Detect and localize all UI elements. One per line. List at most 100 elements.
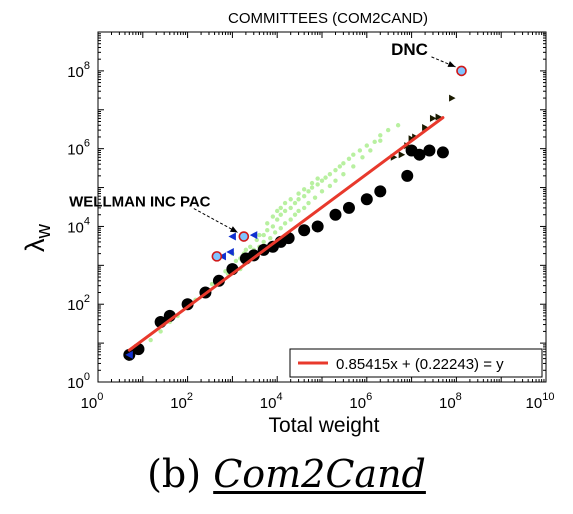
blue-triangle-point (249, 231, 258, 240)
blue-triangle-point (218, 252, 226, 261)
x-tick-label: 102 (170, 391, 193, 412)
x-tick-label: 104 (260, 391, 283, 412)
green-point (272, 230, 278, 235)
green-point (275, 217, 280, 222)
green-point (301, 187, 307, 192)
green-point (233, 258, 239, 264)
fit-line (127, 116, 445, 352)
x-tick-label: 108 (439, 391, 462, 412)
green-point (278, 212, 283, 217)
triangle-point (449, 94, 456, 102)
green-point (265, 228, 270, 233)
green-point (296, 208, 301, 214)
black-point (212, 274, 225, 287)
green-point (270, 214, 276, 219)
triangle-point (429, 114, 437, 122)
plot-area: 100 102 104 106 108 1010 100 102 104 106 108 DNC WEL… (67, 31, 555, 412)
green-point (341, 161, 346, 166)
black-point (374, 185, 387, 198)
x-axis-label: Total weight (269, 414, 380, 437)
green-point (319, 178, 325, 183)
x-tick-label: 1010 (526, 391, 555, 412)
x-tick-label: 106 (349, 391, 372, 412)
green-point (288, 197, 293, 202)
figure-caption: (b) Com2Cand (0, 452, 573, 496)
legend-box (289, 348, 543, 378)
caption-name: Com2Cand (213, 452, 426, 496)
green-point (288, 217, 293, 222)
green-point (148, 337, 153, 343)
green-point (301, 193, 307, 199)
y-tick-label: 102 (67, 293, 90, 314)
green-point (372, 139, 377, 145)
green-point (346, 156, 352, 161)
blue-triangle-point (125, 350, 133, 359)
black-point (342, 201, 355, 214)
green-point (278, 205, 283, 211)
triangle-point (435, 113, 443, 121)
green-point (333, 178, 338, 183)
green-point (306, 200, 311, 206)
black-point (181, 298, 194, 311)
annotation-arrowhead (229, 226, 238, 233)
x-tick-label: 100 (81, 391, 104, 412)
triangle-point (422, 124, 429, 132)
y-tick-label: 100 (67, 371, 90, 392)
green-point (312, 195, 318, 200)
green-point (395, 123, 401, 128)
blue-triangle-point (228, 232, 236, 241)
green-point (357, 148, 363, 153)
chart-title: COMMITTEES (COM2CAND) (228, 10, 428, 27)
green-point (327, 172, 333, 177)
highlight-point (456, 65, 467, 77)
black-point (423, 144, 436, 157)
green-point (296, 191, 301, 196)
green-point (282, 200, 288, 206)
black-point (311, 220, 324, 233)
green-point (309, 185, 315, 190)
annotation-arrowhead (447, 61, 456, 67)
annotation-arrow (193, 208, 239, 233)
green-point (282, 208, 288, 214)
green-point (327, 183, 333, 189)
green-point (351, 164, 356, 169)
green-point (158, 329, 163, 334)
green-point (315, 176, 320, 181)
highlight-point (238, 231, 250, 242)
green-point (319, 189, 325, 194)
green-point (282, 221, 288, 226)
green-point (385, 127, 391, 133)
black-point (329, 208, 342, 221)
green-point (341, 172, 346, 177)
caption-label: (b) (147, 452, 202, 496)
green-point (360, 155, 365, 160)
y-tick-label: 106 (67, 138, 90, 159)
green-point (261, 232, 266, 238)
green-point (257, 232, 262, 238)
annotation-wellman: WELLMAN INC PAC (69, 194, 211, 211)
black-point (436, 146, 449, 159)
green-point (265, 221, 270, 226)
triangle-point (398, 151, 406, 159)
green-point (368, 148, 373, 153)
green-point (378, 133, 383, 138)
black-point (298, 224, 311, 237)
green-point (261, 239, 266, 245)
y-axis-label: λw (20, 223, 55, 252)
chart: COMMITTEES (COM2CAND) 100 102 104 106 108 101… (20, 10, 555, 437)
green-point (309, 180, 315, 186)
black-point (405, 144, 418, 157)
y-tick-label: 108 (67, 60, 90, 81)
black-point (360, 193, 373, 206)
green-point (306, 189, 311, 194)
green-point (333, 167, 338, 173)
green-point (292, 212, 298, 217)
green-point (292, 200, 298, 206)
green-point (323, 175, 328, 180)
green-point (268, 235, 273, 241)
green-point (209, 281, 215, 287)
data-layer (123, 65, 467, 361)
green-point (254, 237, 259, 243)
green-point (278, 226, 283, 231)
green-point (270, 224, 276, 229)
